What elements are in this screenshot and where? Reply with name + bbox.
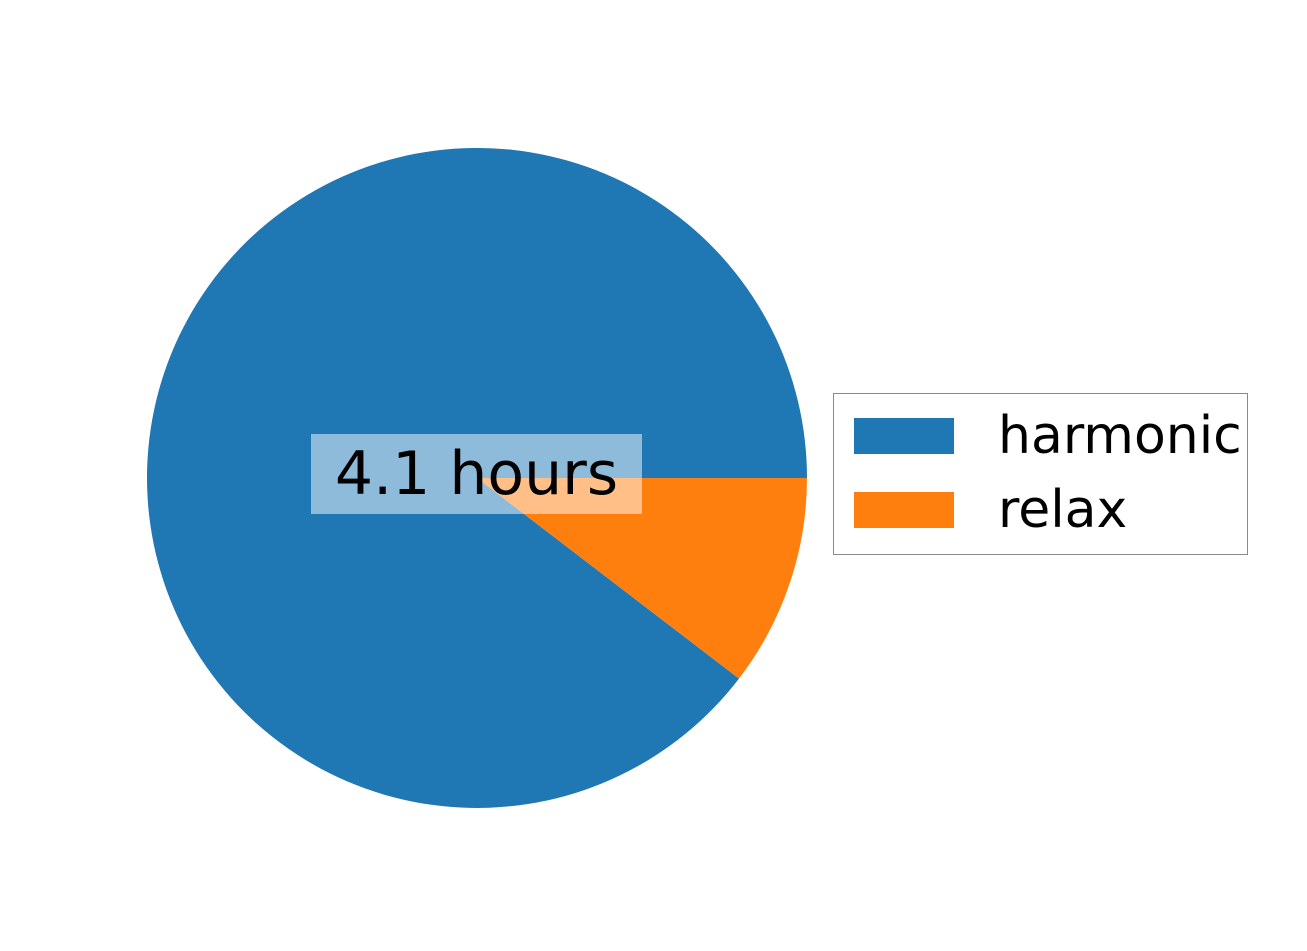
legend-swatch-relax	[854, 492, 954, 528]
legend-label-relax: relax	[998, 480, 1128, 540]
pie-slice-relax[interactable]	[477, 478, 807, 679]
legend-swatch-harmonic	[854, 418, 954, 454]
legend-item-harmonic[interactable]: harmonic	[834, 406, 1247, 466]
legend-label-harmonic: harmonic	[998, 406, 1242, 466]
legend-item-relax[interactable]: relax	[834, 480, 1247, 540]
legend: harmonic relax	[833, 393, 1248, 555]
pie-center-label: 4.1 hours	[311, 434, 642, 514]
